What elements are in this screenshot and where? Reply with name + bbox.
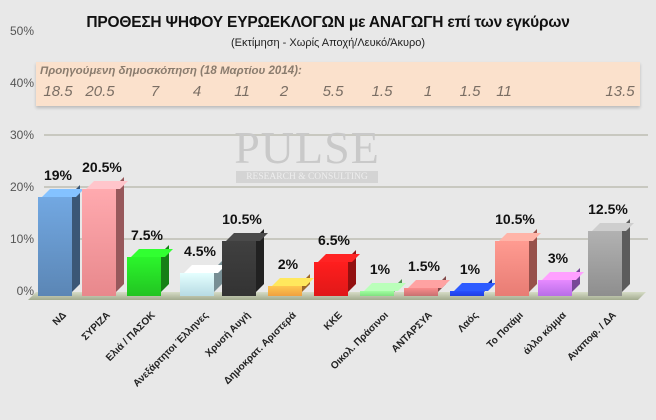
previous-poll-value: 4 — [192, 83, 202, 100]
previous-poll-value: 11 — [496, 83, 512, 100]
bar-front — [38, 197, 72, 296]
bar — [450, 278, 496, 296]
y-tick-label: 40% — [9, 76, 34, 90]
x-axis-label: Το Ποτάμι — [485, 310, 526, 351]
previous-poll-value: 2 — [279, 83, 289, 100]
previous-poll-value: 7 — [150, 83, 160, 100]
bar-front — [268, 285, 302, 296]
previous-poll-value: 1 — [423, 83, 433, 100]
bar-front — [588, 231, 622, 296]
chart-subtitle: (Εκτίμηση - Χωρίς Αποχή/Λευκό/Άκυρο) — [230, 37, 426, 49]
bar-value-label: 1% — [459, 260, 481, 277]
previous-poll-box: Προηγούμενη δημοσκόπηση (18 Μαρτίου 2014… — [36, 62, 640, 106]
y-tick-label: 10% — [9, 232, 34, 246]
bar — [360, 278, 406, 296]
bar — [495, 229, 541, 296]
bar — [82, 177, 128, 296]
x-axis-label: Αναποφ. / ΔΑ — [565, 310, 619, 364]
previous-poll-value: 20.5 — [85, 83, 115, 100]
watermark-logo: PULSE — [234, 122, 380, 173]
bar-value-label: 10.5% — [222, 211, 262, 228]
bar-value-label: 7.5% — [131, 227, 163, 243]
previous-poll-label: Προηγούμενη δημοσκόπηση (18 Μαρτίου 2014… — [40, 65, 302, 77]
bar — [222, 229, 268, 296]
bar — [404, 276, 450, 296]
bar-front — [82, 189, 116, 296]
bar-front — [495, 241, 529, 296]
bar-value-label: 20.5% — [82, 159, 122, 176]
x-axis-label: ΣΥΡΙΖΑ — [79, 310, 113, 343]
bar-side — [116, 177, 124, 292]
bar-front — [538, 280, 572, 296]
x-axis-label: άλλο κόμμα — [521, 310, 569, 358]
y-tick-label: 50% — [9, 24, 34, 38]
bar-value-label: 6.5% — [318, 232, 350, 249]
bar-value-label: 1% — [369, 260, 391, 277]
previous-poll-value: 5.5 — [322, 83, 344, 100]
bar — [180, 260, 226, 296]
bar-front — [180, 272, 214, 296]
bar-value-label: 12.5% — [588, 201, 628, 217]
bar — [314, 250, 360, 296]
bar-value-label: 10.5% — [495, 211, 535, 228]
previous-poll-value: 13.5 — [605, 83, 635, 100]
bar-top — [364, 282, 406, 291]
x-axis-label: ΚΚΕ — [322, 310, 345, 333]
bar-value-label: 2% — [277, 255, 299, 272]
bar — [38, 185, 84, 296]
bar — [268, 273, 314, 296]
bar-side — [72, 185, 80, 292]
chart-title: ΠΡΟΘΕΣΗ ΨΗΦΟΥ ΕΥΡΩΕΚΛΟΓΩΝ με ΑΝΑΓΩΓΗ επί… — [86, 14, 570, 31]
bar-front — [450, 290, 484, 296]
bar-value-label: 3% — [547, 250, 569, 267]
bar-value-label: 19% — [43, 167, 73, 184]
bar — [127, 245, 173, 296]
previous-poll-value: 1.5 — [371, 83, 393, 100]
previous-poll-value: 11 — [234, 83, 250, 100]
previous-poll-value: 18.5 — [43, 83, 73, 100]
x-axis-label: ΑΝΤΑΡΣΥΑ — [389, 310, 435, 356]
previous-poll-value: 1.5 — [459, 83, 481, 100]
pulse-watermark: PULSE RESEARCH & CONSULTING — [232, 125, 382, 183]
bar-top — [408, 280, 450, 289]
bar-front — [127, 257, 161, 296]
x-axis-label: ΝΔ — [50, 310, 69, 328]
bar — [538, 268, 584, 296]
x-axis-label: Λαός — [455, 310, 481, 335]
bar-front — [404, 288, 438, 296]
bar-value-label: 4.5% — [184, 242, 216, 259]
bar-top — [454, 282, 496, 291]
bar-front — [360, 290, 394, 296]
y-tick-label: 30% — [9, 128, 34, 142]
bar — [588, 219, 634, 296]
gridline — [44, 186, 648, 188]
bar-front — [314, 262, 348, 296]
y-tick-label: 20% — [9, 180, 34, 194]
gridline — [44, 134, 648, 136]
y-tick-label: 0% — [16, 284, 34, 298]
watermark-tagline: RESEARCH & CONSULTING — [236, 171, 378, 183]
bar-value-label: 1.5% — [408, 258, 440, 275]
gridline — [44, 238, 648, 240]
bar-front — [222, 241, 256, 296]
